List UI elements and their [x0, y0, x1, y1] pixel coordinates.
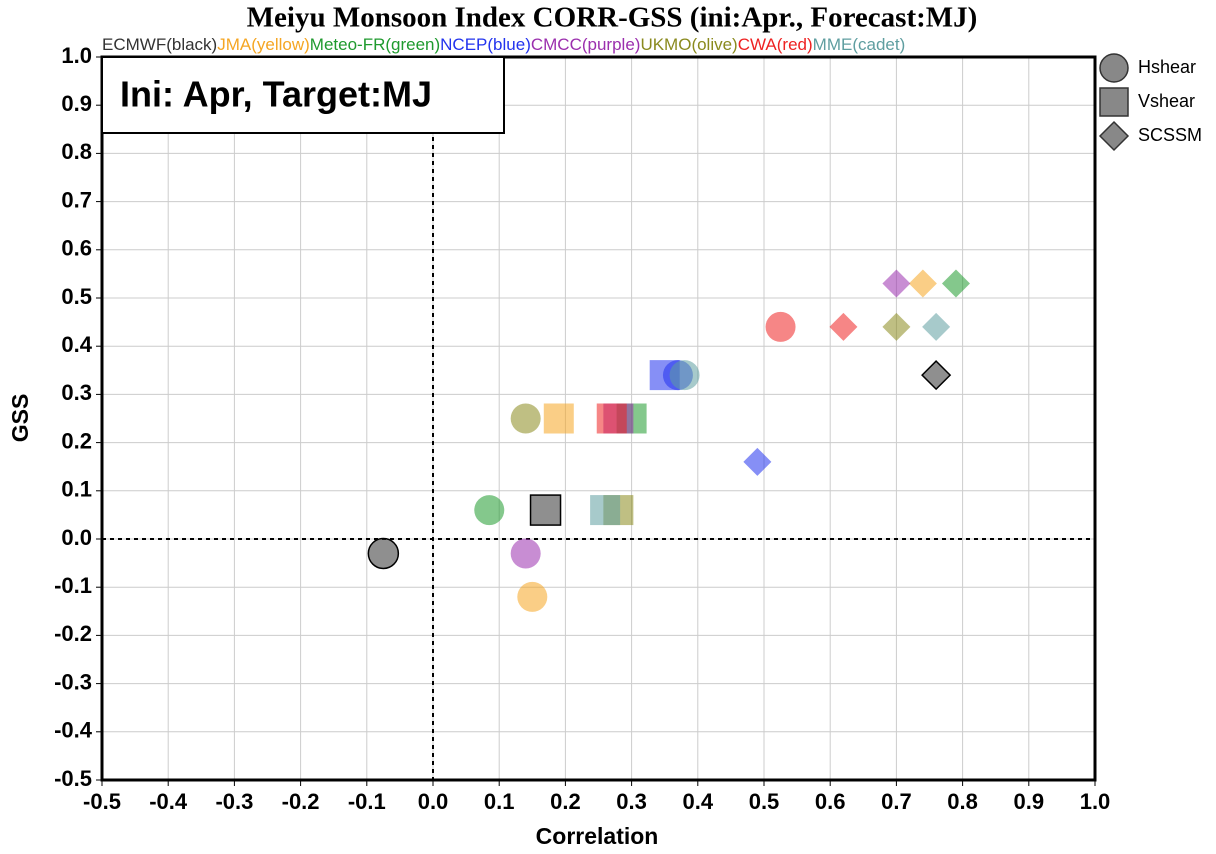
x-tick-label: -0.1: [348, 789, 386, 814]
point: [529, 494, 562, 526]
y-tick-label: 0.8: [61, 139, 92, 164]
y-tick-label: 0.1: [61, 477, 92, 502]
y-tick-label: -0.2: [54, 621, 92, 646]
legend-entry: MME(cadet): [813, 35, 906, 54]
x-tick-label: 0.7: [881, 789, 912, 814]
legend-entry: CWA(red): [738, 35, 813, 54]
x-tick-label: 0.1: [484, 789, 515, 814]
legend-label: SCSSM: [1138, 125, 1202, 145]
x-tick-label: 0.4: [683, 789, 714, 814]
y-tick-label: -0.3: [54, 669, 92, 694]
legend-label: Vshear: [1138, 91, 1195, 111]
x-tick-label: -0.2: [282, 789, 320, 814]
y-tick-label: 0.9: [61, 91, 92, 116]
point: [543, 403, 574, 434]
point: [510, 538, 541, 569]
y-tick-label: 0.4: [61, 332, 92, 357]
point: [829, 312, 858, 341]
legend-entry: NCEP(blue): [440, 35, 531, 54]
annotation: Ini: Apr, Target:MJ: [120, 74, 432, 115]
point: [517, 581, 548, 612]
y-tick-label: 0.5: [61, 284, 92, 309]
x-tick-label: 0.3: [616, 789, 647, 814]
point: [590, 495, 621, 526]
x-tick-label: 0.5: [749, 789, 780, 814]
chart-title: Meiyu Monsoon Index CORR-GSS (ini:Apr., …: [247, 2, 978, 34]
point: [510, 403, 541, 434]
x-tick-label: -0.3: [215, 789, 253, 814]
y-tick-label: -0.4: [54, 718, 93, 743]
x-tick-label: 0.9: [1014, 789, 1045, 814]
point: [474, 495, 505, 526]
annotation-box: [101, 56, 505, 134]
point: [922, 312, 951, 341]
point: [921, 360, 952, 391]
x-tick-label: 0.6: [815, 789, 846, 814]
legend-marker: [1099, 87, 1129, 117]
legend-entry: CMCC(purple): [531, 35, 641, 54]
x-tick-label: 0.2: [550, 789, 581, 814]
legend-label: Hshear: [1138, 57, 1196, 77]
y-tick-label: -0.5: [54, 766, 92, 791]
y-tick-label: 0.7: [61, 187, 92, 212]
x-tick-label: 1.0: [1080, 789, 1111, 814]
x-tick-label: -0.4: [149, 789, 188, 814]
y-tick-label: 0.3: [61, 380, 92, 405]
y-axis-label: GSS: [7, 394, 33, 443]
point: [941, 269, 970, 298]
x-axis-label: Correlation: [536, 823, 659, 849]
legend-marker: [1099, 53, 1129, 83]
legend-entry: ECMWF(black): [102, 35, 217, 54]
point: [882, 269, 911, 298]
point: [596, 403, 627, 434]
point: [669, 360, 700, 391]
x-tick-label: -0.5: [83, 789, 121, 814]
legend-entry: UKMO(olive): [640, 35, 737, 54]
x-tick-label: 0.0: [418, 789, 449, 814]
point: [743, 447, 772, 476]
point: [367, 537, 400, 570]
point: [765, 311, 796, 342]
y-tick-label: 0.6: [61, 236, 92, 261]
point: [908, 269, 937, 298]
x-tick-label: 0.8: [947, 789, 978, 814]
y-tick-label: 1.0: [61, 43, 92, 68]
legend-entry: Meteo-FR(green): [310, 35, 440, 54]
legend-marker: [1098, 120, 1130, 152]
y-tick-label: -0.1: [54, 573, 92, 598]
legend: ECMWF(black)JMA(yellow)Meteo-FR(green)NC…: [102, 35, 905, 54]
legend-entry: JMA(yellow): [217, 35, 310, 54]
y-tick-label: 0.2: [61, 428, 92, 453]
plot-frame: [100, 55, 1097, 782]
point: [882, 312, 911, 341]
y-tick-label: 0.0: [61, 525, 92, 550]
